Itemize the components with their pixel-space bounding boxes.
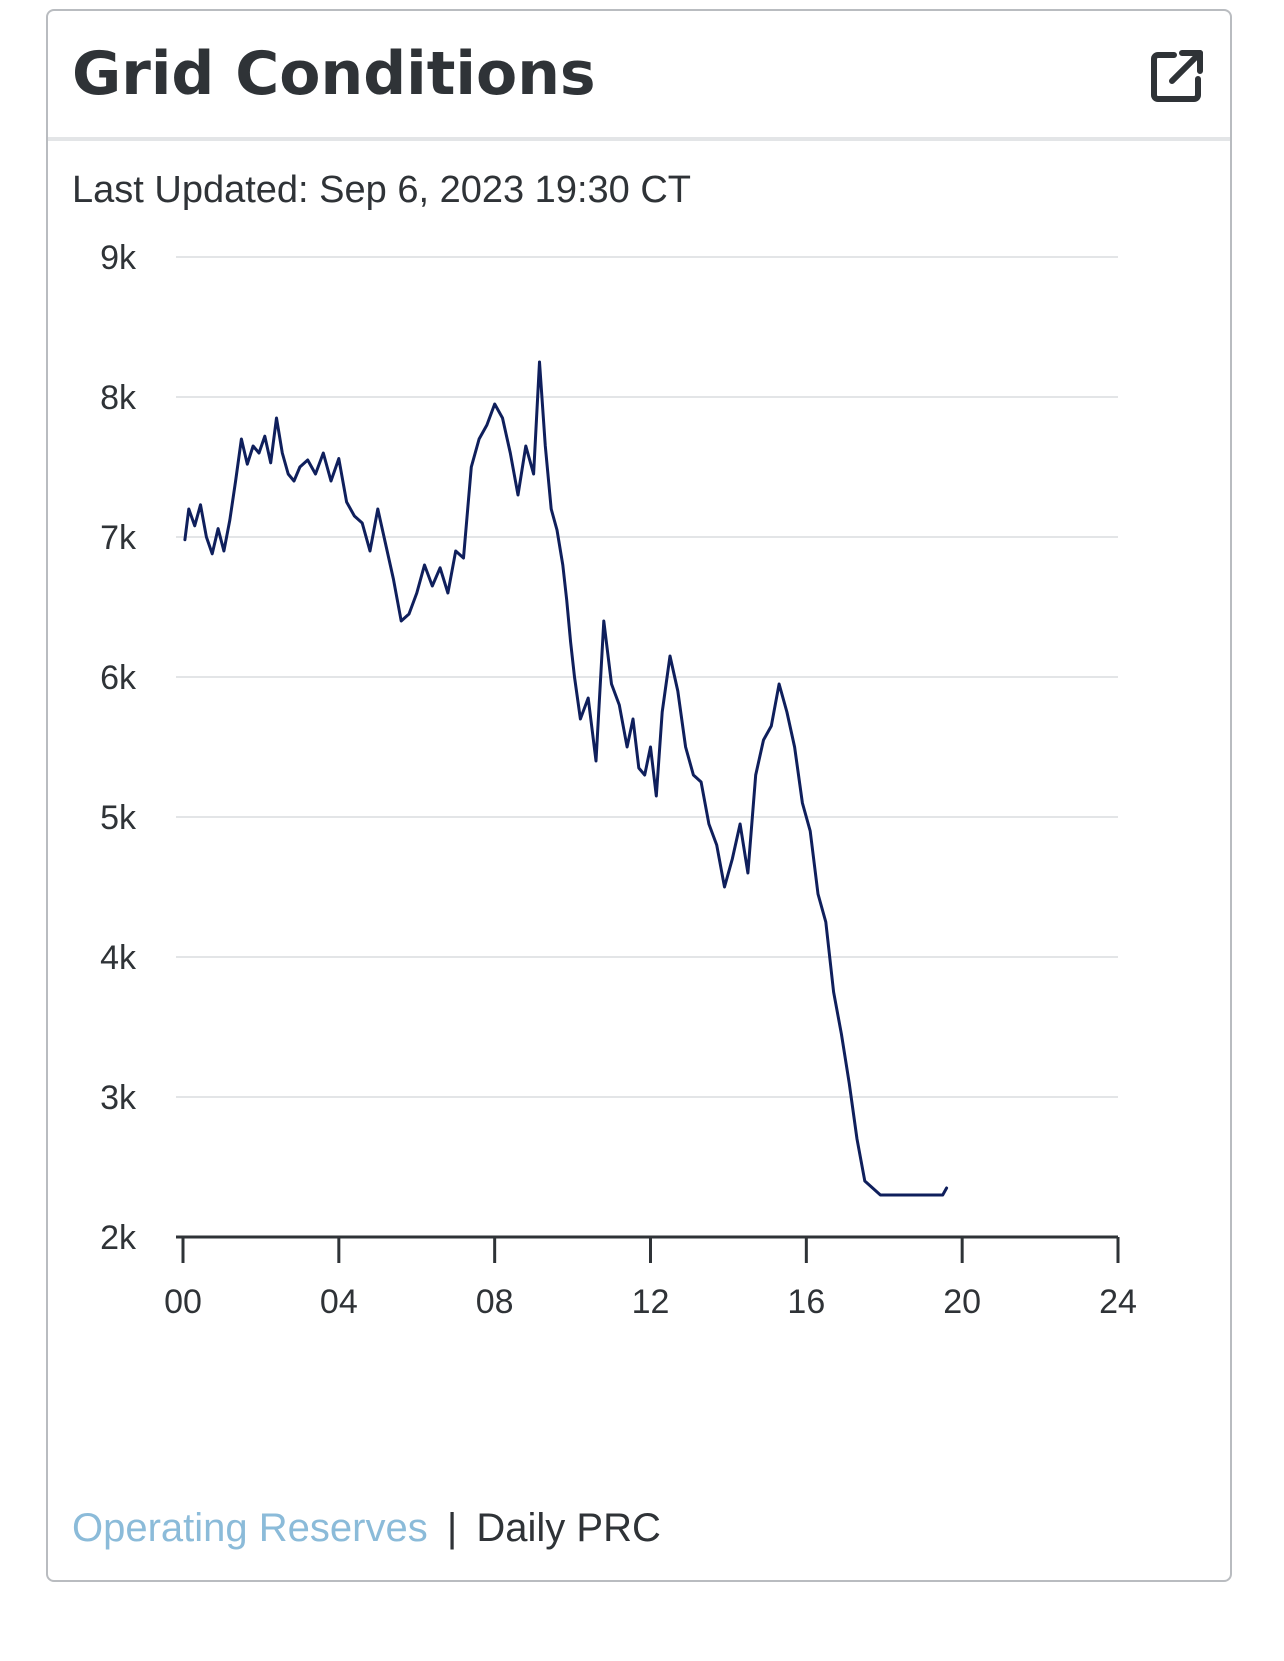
grid-conditions-card: Grid Conditions Last Updated: Sep 6, 202… bbox=[46, 9, 1232, 1582]
footer-separator: | bbox=[446, 1506, 458, 1550]
y-tick-label: 9k bbox=[100, 239, 137, 277]
card-title: Grid Conditions bbox=[72, 39, 596, 109]
x-tick-label: 24 bbox=[1099, 1283, 1137, 1321]
last-updated-label: Last Updated: bbox=[72, 169, 309, 211]
footer-links: Operating Reserves | Daily PRC bbox=[72, 1506, 661, 1551]
x-tick-label: 08 bbox=[476, 1283, 514, 1321]
card-header: Grid Conditions bbox=[48, 11, 1230, 141]
last-updated-timestamp: Sep 6, 2023 19:30 CT bbox=[319, 169, 691, 211]
y-tick-label: 5k bbox=[100, 799, 137, 837]
prc-series-line bbox=[183, 360, 949, 1197]
last-updated: Last Updated: Sep 6, 2023 19:30 CT bbox=[72, 169, 691, 212]
y-tick-label: 8k bbox=[100, 379, 137, 417]
external-link-icon[interactable] bbox=[1150, 47, 1206, 103]
x-tick-label: 20 bbox=[943, 1283, 981, 1321]
x-tick-label: 04 bbox=[320, 1283, 358, 1321]
y-tick-label: 3k bbox=[100, 1079, 137, 1117]
x-tick-label: 16 bbox=[787, 1283, 825, 1321]
x-tick-label: 12 bbox=[632, 1283, 670, 1321]
x-tick-label: 00 bbox=[164, 1283, 202, 1321]
y-tick-label: 7k bbox=[100, 519, 137, 557]
operating-reserves-link[interactable]: Operating Reserves bbox=[72, 1506, 428, 1550]
y-tick-label: 2k bbox=[100, 1219, 137, 1257]
y-tick-label: 6k bbox=[100, 659, 137, 697]
prc-line-chart: 2k 3k 4k 5k 6k 7k 8k 9k 00 04 08 12 16 20 24 bbox=[100, 239, 1137, 1321]
daily-prc-label: Daily PRC bbox=[476, 1506, 661, 1550]
y-tick-label: 4k bbox=[100, 939, 137, 977]
